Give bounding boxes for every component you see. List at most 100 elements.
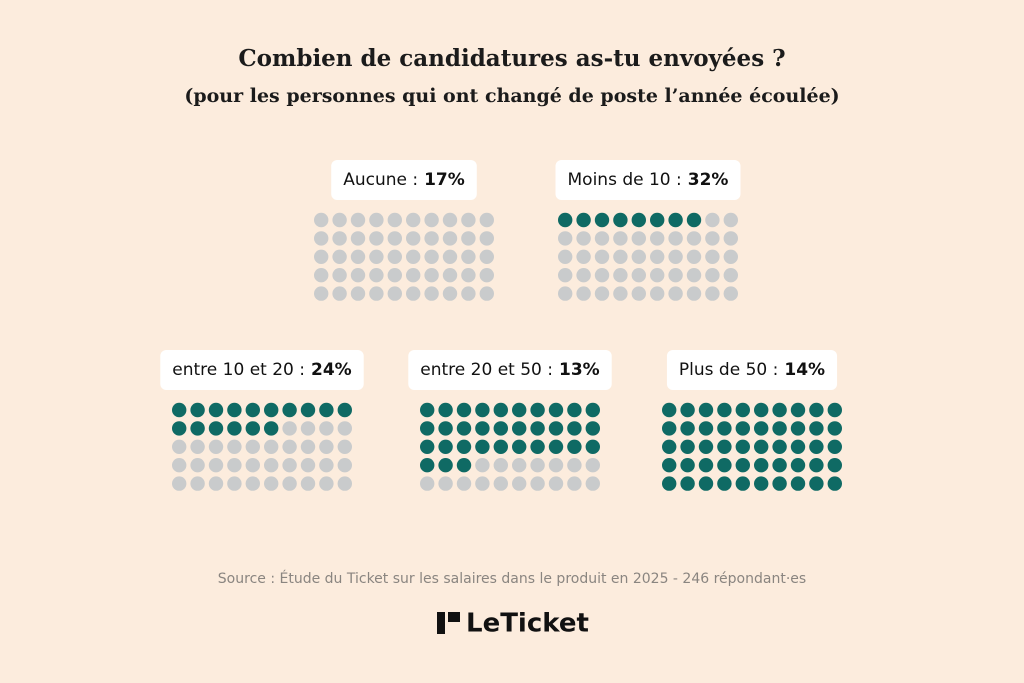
dot-filled [493, 421, 508, 436]
dot-filled [208, 402, 224, 418]
dot-empty [190, 476, 205, 491]
dot-empty [530, 458, 545, 473]
dot-empty [594, 268, 610, 283]
dot-empty [461, 231, 476, 246]
title: Combien de candidatures as-tu envoyées ? [238, 45, 785, 72]
dot-empty [668, 231, 683, 246]
dot-empty [369, 249, 384, 264]
dot-filled [717, 458, 732, 473]
dot-filled [686, 212, 702, 228]
dot-empty [332, 249, 347, 264]
dot-grid [314, 212, 494, 301]
dot-empty [190, 439, 205, 454]
dot-filled [827, 476, 842, 491]
dot-empty [387, 268, 402, 283]
dot-filled [827, 402, 842, 418]
dot-empty [461, 286, 476, 301]
dot-empty [387, 249, 402, 264]
dot-empty [613, 231, 628, 246]
dot-empty [337, 421, 352, 436]
dot-empty [479, 268, 494, 283]
dot-empty [406, 268, 421, 283]
dot-empty [558, 286, 573, 301]
percent: 32% [688, 170, 729, 190]
dot-empty [594, 249, 610, 264]
dot-empty [650, 268, 665, 283]
dot-filled [420, 421, 435, 436]
dot-filled [790, 476, 806, 491]
dot-empty [300, 476, 316, 491]
dot-filled [650, 212, 665, 228]
dot-empty [332, 231, 347, 246]
dot-empty [282, 476, 297, 491]
panel: entre 20 et 50 : 13% [408, 350, 612, 491]
dot-filled [631, 212, 646, 228]
dot-empty [686, 231, 702, 246]
dot-filled [809, 476, 824, 491]
dot-filled [420, 439, 435, 454]
dot-empty [190, 458, 205, 473]
dot-filled [827, 439, 842, 454]
dot-filled [735, 439, 750, 454]
dot-empty [558, 249, 573, 264]
dot-empty [442, 212, 458, 228]
dot-filled [613, 212, 628, 228]
dot-empty [208, 458, 224, 473]
dot-filled [530, 402, 545, 418]
percent: 24% [311, 360, 352, 380]
dot-empty [227, 439, 242, 454]
dot-empty [208, 439, 224, 454]
panel-label: entre 20 et 50 : 13% [420, 360, 599, 380]
label-box [555, 160, 741, 200]
dot-filled [530, 439, 545, 454]
dot-empty [461, 249, 476, 264]
dot-empty [705, 268, 720, 283]
dot-filled [456, 439, 472, 454]
dot-empty [558, 268, 573, 283]
dot-filled [662, 458, 677, 473]
dot-empty [406, 249, 421, 264]
dot-empty [493, 458, 508, 473]
dot-empty [319, 458, 334, 473]
dot-empty [650, 286, 665, 301]
dot-filled [172, 402, 187, 418]
dot-filled [809, 458, 824, 473]
dot-empty [300, 439, 316, 454]
category: entre 20 et 50 : [420, 360, 553, 380]
dot-empty [512, 458, 527, 473]
dot-filled [735, 458, 750, 473]
dot-empty [576, 231, 591, 246]
percent: 17% [424, 170, 465, 190]
dot-filled [662, 476, 677, 491]
dot-empty [350, 231, 366, 246]
dot-filled [698, 402, 714, 418]
dot-filled [190, 402, 205, 418]
category: Aucune : [343, 170, 418, 190]
dot-empty [585, 476, 600, 491]
dot-filled [493, 439, 508, 454]
dot-filled [282, 402, 297, 418]
dot-empty [369, 212, 384, 228]
dot-filled [264, 421, 279, 436]
dot-empty [576, 268, 591, 283]
dot-filled [827, 421, 842, 436]
label-box [666, 350, 838, 390]
dot-empty [442, 268, 458, 283]
dot-filled [680, 402, 695, 418]
label-box [160, 350, 364, 390]
dot-empty [585, 458, 600, 473]
logo-icon [437, 612, 445, 634]
dot-empty [350, 268, 366, 283]
dot-empty [461, 212, 476, 228]
panel-label: Moins de 10 : 32% [568, 170, 729, 190]
dot-filled [438, 458, 453, 473]
dot-empty [387, 231, 402, 246]
dot-filled [512, 421, 527, 436]
dot-empty [456, 476, 472, 491]
dot-empty [264, 476, 279, 491]
dot-filled [754, 439, 769, 454]
dot-filled [208, 421, 224, 436]
dot-empty [172, 439, 187, 454]
dot-filled [530, 421, 545, 436]
